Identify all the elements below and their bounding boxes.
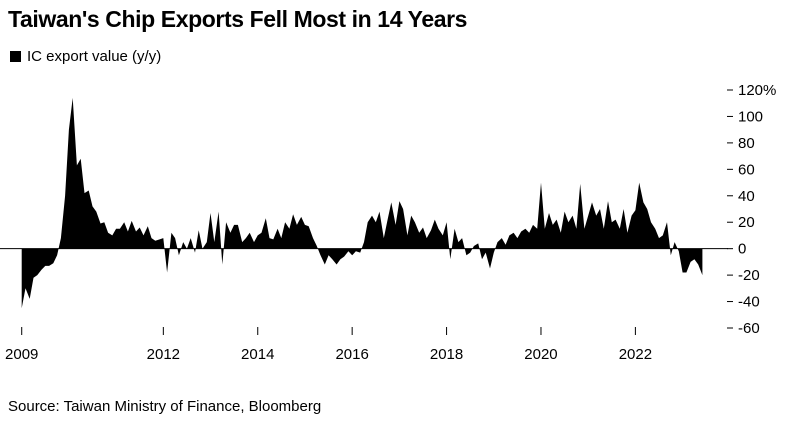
source-note: Source: Taiwan Ministry of Finance, Bloo… (8, 398, 322, 415)
x-tick-label: 2012 (147, 346, 180, 363)
x-tick-label: 2020 (524, 346, 557, 363)
legend-label: IC export value (y/y) (27, 48, 162, 65)
series-layer (21, 97, 703, 309)
x-tick-label: 2022 (619, 346, 652, 363)
y-tick-label: 0 (738, 241, 746, 258)
legend: IC export value (y/y) (10, 48, 161, 65)
x-tick-label: 2009 (5, 346, 38, 363)
y-tick-label: 80 (738, 135, 755, 152)
x-tick-label: 2014 (241, 346, 274, 363)
axis-layer: 120% 100 80 60 40 20 0 -20 -40 -60 2009 2012 2014 201… (0, 82, 776, 363)
y-tick-label: 40 (738, 188, 755, 205)
y-tick-label: -60 (738, 320, 760, 337)
chart-title: Taiwan's Chip Exports Fell Most in 14 Ye… (8, 6, 468, 32)
y-tick-label: 60 (738, 161, 755, 178)
series-area-ic-export (21, 97, 703, 309)
x-tick-label: 2016 (335, 346, 368, 363)
x-tick-label: 2018 (430, 346, 463, 363)
y-tick-label: 120% (738, 82, 776, 99)
y-tick-label: -20 (738, 267, 760, 284)
legend-swatch (10, 51, 21, 62)
y-tick-label: -40 (738, 294, 760, 311)
y-tick-label: 100 (738, 108, 763, 125)
y-tick-label: 20 (738, 214, 755, 231)
